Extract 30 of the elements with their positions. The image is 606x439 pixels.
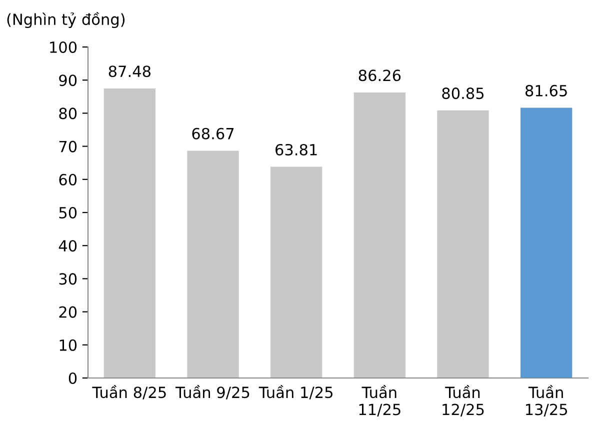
y-tick-label: 10 bbox=[60, 339, 77, 351]
data-label: 81.65 bbox=[526, 84, 567, 96]
bar bbox=[104, 88, 156, 378]
data-label: 63.81 bbox=[276, 144, 317, 156]
data-label: 68.67 bbox=[192, 128, 234, 140]
x-tick-label: Tuần 1/25 bbox=[258, 385, 332, 400]
bar bbox=[187, 150, 239, 378]
x-tick-label: Tuần 13/25 bbox=[526, 385, 568, 416]
data-label: 87.48 bbox=[108, 66, 150, 78]
y-tick-label: 100 bbox=[50, 41, 77, 54]
y-tick-label: 40 bbox=[58, 240, 77, 252]
bar bbox=[354, 92, 406, 378]
x-tick-label: Tuần 12/25 bbox=[442, 385, 484, 416]
y-tick-label: 80 bbox=[59, 108, 77, 120]
y-axis-title: (Nghìn tỷ đồng) bbox=[7, 12, 125, 28]
bar bbox=[437, 110, 489, 378]
y-tick-label: 70 bbox=[59, 140, 77, 152]
x-tick-label: Tuần 9/25 bbox=[176, 385, 250, 400]
y-tick-label: 0 bbox=[68, 372, 77, 384]
y-tick-label: 60 bbox=[59, 174, 77, 186]
bar bbox=[270, 166, 322, 378]
x-tick-label: Tuần 11/25 bbox=[359, 385, 400, 416]
y-tick-label: 90 bbox=[59, 74, 77, 86]
data-label: 86.26 bbox=[358, 70, 401, 82]
data-label: 80.85 bbox=[442, 88, 484, 100]
bar bbox=[520, 108, 572, 378]
y-tick-label: 50 bbox=[59, 206, 77, 219]
y-tick-label: 20 bbox=[59, 306, 77, 318]
y-tick-label: 30 bbox=[59, 273, 77, 285]
x-tick-label: Tuần 8/25 bbox=[92, 385, 166, 400]
